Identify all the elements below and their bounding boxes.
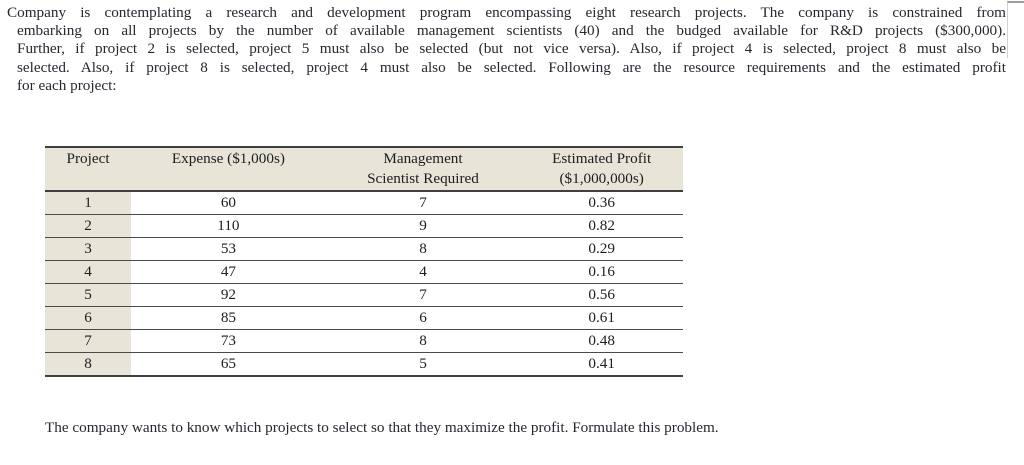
paragraph-line: embarking on all projects by the number … <box>17 22 1006 40</box>
cell-expense: 85 <box>131 306 326 330</box>
question-sentence: The company wants to know which projects… <box>45 419 719 436</box>
paragraph-line: Further, if project 2 is selected, proje… <box>17 40 1006 58</box>
problem-statement: Company is contemplating a research and … <box>7 4 1006 95</box>
cell-profit: 0.36 <box>520 191 683 215</box>
cell-scientists: 4 <box>325 260 521 284</box>
cell-scientists: 5 <box>325 352 521 377</box>
table-row: 2 110 9 0.82 <box>45 214 683 238</box>
cell-scientists: 6 <box>325 306 521 330</box>
paragraph-line: for each project: <box>17 76 117 94</box>
cell-project: 3 <box>45 237 132 261</box>
projects-table: Project Expense ($1,000s) Management Sci… <box>45 146 683 377</box>
table-row: 1 60 7 0.36 <box>45 191 683 215</box>
cell-profit: 0.16 <box>520 260 683 284</box>
cell-expense: 110 <box>131 214 326 238</box>
cropped-box-corner <box>1007 1 1024 58</box>
paragraph-line: selected. Also, if project 8 is selected… <box>17 58 1006 76</box>
cell-project: 8 <box>45 352 132 377</box>
table-row: 8 65 5 0.41 <box>45 352 683 377</box>
table-row: 6 85 6 0.61 <box>45 306 683 330</box>
cell-profit: 0.41 <box>520 352 683 377</box>
cell-profit: 0.48 <box>520 329 683 353</box>
cell-profit: 0.56 <box>520 283 683 307</box>
cell-expense: 60 <box>131 191 326 215</box>
column-header-scientists: Management Scientist Required <box>325 146 521 192</box>
cell-project: 1 <box>45 191 132 215</box>
projects-table-header: Project Expense ($1,000s) Management Sci… <box>45 146 683 192</box>
cell-scientists: 7 <box>325 191 521 215</box>
cell-scientists: 9 <box>325 214 521 238</box>
cell-expense: 53 <box>131 237 326 261</box>
cell-profit: 0.82 <box>520 214 683 238</box>
cell-project: 6 <box>45 306 132 330</box>
cell-expense: 65 <box>131 352 326 377</box>
cell-project: 4 <box>45 260 132 284</box>
table-row: 3 53 8 0.29 <box>45 237 683 261</box>
cell-profit: 0.61 <box>520 306 683 330</box>
column-header-project: Project <box>45 146 132 192</box>
cell-project: 7 <box>45 329 132 353</box>
cell-expense: 92 <box>131 283 326 307</box>
cell-profit: 0.29 <box>520 237 683 261</box>
cell-project: 5 <box>45 283 132 307</box>
paragraph-line: Company is contemplating a research and … <box>7 4 1006 21</box>
cell-project: 2 <box>45 214 132 238</box>
table-row: 5 92 7 0.56 <box>45 283 683 307</box>
cell-scientists: 8 <box>325 329 521 353</box>
table-row: 7 73 8 0.48 <box>45 329 683 353</box>
column-header-expense: Expense ($1,000s) <box>131 146 326 192</box>
cell-expense: 47 <box>131 260 326 284</box>
cell-expense: 73 <box>131 329 326 353</box>
column-header-profit: Estimated Profit ($1,000,000s) <box>520 146 683 192</box>
cell-scientists: 7 <box>325 283 521 307</box>
cell-scientists: 8 <box>325 237 521 261</box>
table-row: 4 47 4 0.16 <box>45 260 683 284</box>
